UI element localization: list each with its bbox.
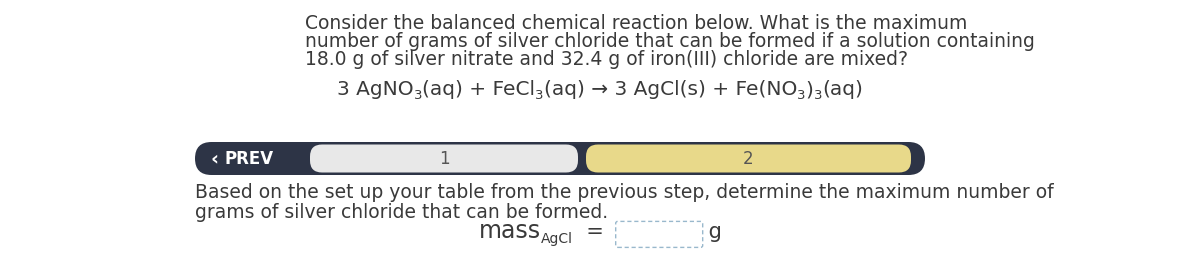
- Text: 1: 1: [439, 150, 449, 168]
- Text: (aq) → 3 AgCl(s) + Fe(NO: (aq) → 3 AgCl(s) + Fe(NO: [544, 80, 797, 99]
- FancyBboxPatch shape: [616, 221, 703, 247]
- FancyBboxPatch shape: [586, 145, 911, 173]
- Text: 3: 3: [535, 89, 544, 102]
- Text: 3: 3: [797, 89, 805, 102]
- Text: 18.0 g of silver nitrate and 32.4 g of iron(III) chloride are mixed?: 18.0 g of silver nitrate and 32.4 g of i…: [305, 50, 908, 69]
- Text: (aq): (aq): [822, 80, 863, 99]
- FancyBboxPatch shape: [310, 145, 578, 173]
- Text: mass: mass: [479, 219, 540, 243]
- Text: AgCl: AgCl: [540, 232, 572, 246]
- FancyBboxPatch shape: [194, 142, 925, 175]
- Text: number of grams of silver chloride that can be formed if a solution containing: number of grams of silver chloride that …: [305, 32, 1034, 51]
- Text: 3: 3: [414, 89, 422, 102]
- Text: 3: 3: [814, 89, 822, 102]
- Text: 2: 2: [743, 150, 754, 168]
- Text: ‹: ‹: [210, 149, 218, 168]
- Text: Based on the set up your table from the previous step, determine the maximum num: Based on the set up your table from the …: [194, 183, 1054, 202]
- Text: (aq) + FeCl: (aq) + FeCl: [422, 80, 535, 99]
- Text: Consider the balanced chemical reaction below. What is the maximum: Consider the balanced chemical reaction …: [305, 14, 967, 33]
- Text: grams of silver chloride that can be formed.: grams of silver chloride that can be for…: [194, 203, 608, 222]
- Text: ): ): [805, 80, 814, 99]
- Text: =: =: [572, 222, 617, 242]
- Text: g: g: [702, 222, 721, 242]
- Text: 3 AgNO: 3 AgNO: [337, 80, 414, 99]
- Text: PREV: PREV: [226, 150, 274, 168]
